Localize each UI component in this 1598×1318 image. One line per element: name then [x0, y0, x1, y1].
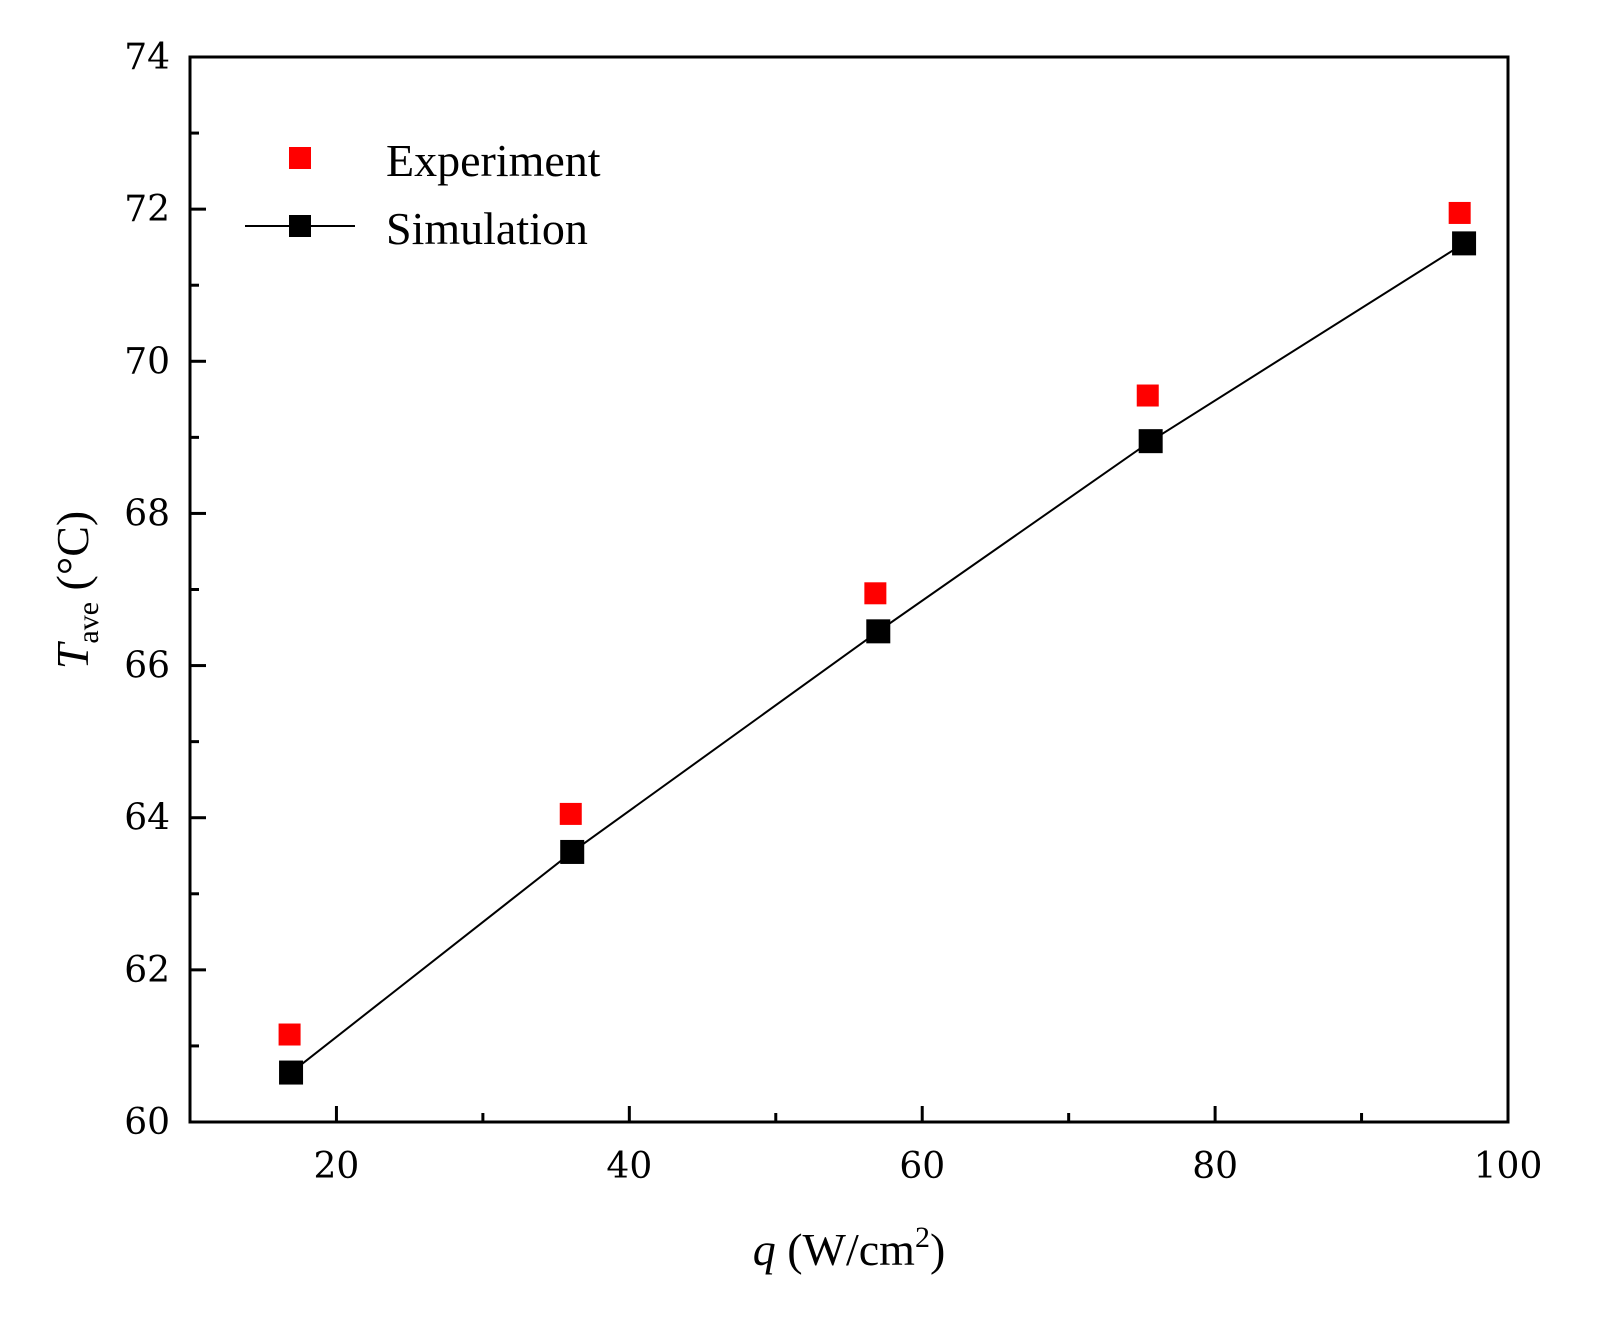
marker-experiment: [1136, 384, 1159, 407]
marker-simulation: [1452, 231, 1477, 256]
y-tick-label: 74: [124, 37, 170, 78]
marker-experiment: [559, 802, 582, 825]
x-axis-title-unit: (W/cm: [776, 1224, 915, 1275]
axis-tick-labels: 20 40 60 80 100 60 62 64 66 68 70 72 74: [124, 37, 1542, 1187]
marker-experiment: [1448, 201, 1471, 224]
x-tick-label: 40: [606, 1146, 652, 1187]
y-tick-label: 68: [124, 493, 170, 534]
y-axis-title-unit: (°C): [47, 511, 98, 602]
y-axis-title-sub: ave: [72, 602, 105, 644]
series-line-simulation: [290, 242, 1465, 1074]
x-axis-title-close: ): [930, 1224, 945, 1275]
x-tick-label: 20: [314, 1146, 360, 1187]
y-tick-label: 70: [124, 341, 170, 382]
x-tick-label: 60: [899, 1146, 945, 1187]
x-tick-label: 80: [1192, 1146, 1238, 1187]
y-axis-title-var: T: [47, 640, 98, 669]
marker-simulation: [279, 1060, 304, 1085]
marker-experiment: [278, 1023, 301, 1046]
legend-marker-simulation: [289, 215, 311, 237]
x-axis-title-var: q: [753, 1224, 776, 1275]
marker-simulation: [866, 619, 891, 644]
y-tick-label: 72: [124, 189, 170, 230]
x-tick-label: 100: [1474, 1146, 1543, 1187]
x-axis-title: q (W/cm2): [753, 1221, 946, 1275]
x-axis-title-sup: 2: [915, 1221, 930, 1254]
y-tick-label: 60: [124, 1102, 170, 1143]
data-markers: [278, 201, 1477, 1085]
legend-label-simulation: Simulation: [386, 203, 588, 254]
series-lines: [290, 242, 1465, 1074]
y-tick-label: 66: [124, 646, 170, 687]
marker-experiment: [864, 582, 887, 605]
legend-label-experiment: Experiment: [386, 135, 601, 186]
y-tick-label: 62: [124, 950, 170, 991]
marker-simulation: [560, 839, 585, 864]
axis-ticks: [190, 55, 1510, 1124]
y-tick-label: 64: [124, 798, 170, 839]
legend-marker-experiment: [289, 147, 311, 169]
legend: Experiment Simulation: [245, 135, 601, 254]
marker-simulation: [1138, 429, 1163, 454]
y-axis-title: Tave (°C): [47, 511, 105, 669]
